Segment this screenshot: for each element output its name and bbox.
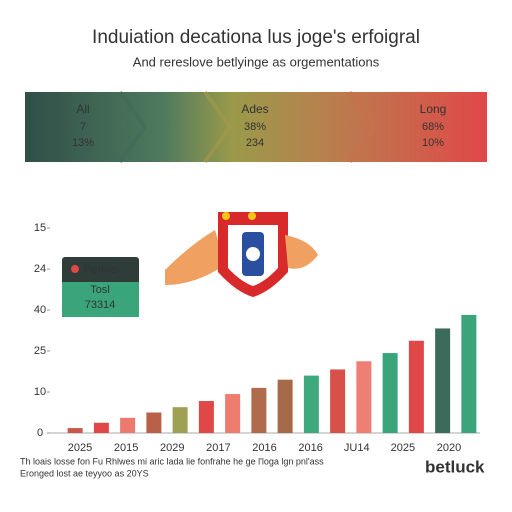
x-tick-label: 2015 (114, 442, 138, 454)
x-tick-label: 2016 (252, 442, 276, 454)
banner-value: 10% (422, 137, 444, 149)
bar (251, 387, 267, 433)
x-tick-label: 2029 (160, 442, 184, 454)
chevron (118, 90, 148, 164)
legend-marker (71, 265, 79, 273)
banner-value: 38% (244, 121, 266, 133)
bar (120, 417, 136, 433)
bar (303, 375, 319, 433)
chevron (348, 90, 378, 164)
shield-icon (165, 212, 318, 297)
banner-value: 13% (72, 137, 94, 149)
bar (330, 369, 346, 433)
bar (461, 314, 477, 433)
brand: betluck (425, 457, 485, 476)
bar (225, 394, 241, 433)
bar (277, 379, 293, 433)
y-tick-label: 40 (34, 304, 46, 316)
subtitle: And rereslove betlyinge as orgementation… (133, 54, 380, 69)
x-tick-label: 2020 (437, 442, 461, 454)
chevron (203, 90, 233, 164)
title: Induiation decationa lus joge's erfoigra… (92, 27, 420, 48)
x-tick-label: 2025 (68, 442, 92, 454)
banner (25, 92, 487, 162)
bar (93, 422, 109, 433)
bar (408, 340, 424, 433)
banner-label: Ades (241, 102, 268, 116)
bar (435, 328, 451, 433)
y-tick-label: 24 (34, 263, 46, 275)
y-tick-label: 15 (34, 222, 46, 234)
y-tick-label: 25 (34, 345, 46, 357)
x-tick-label: 2017 (206, 442, 230, 454)
legend-label: Tosl (90, 284, 110, 296)
bar (172, 407, 188, 433)
x-tick-label: JU14 (344, 442, 370, 454)
y-tick-label: 0 (37, 427, 43, 439)
bar (356, 361, 372, 433)
bar (198, 401, 214, 433)
bar (67, 428, 83, 433)
banner-label: Long (420, 102, 447, 116)
bar (146, 412, 162, 433)
legend-value: 73314 (85, 299, 116, 311)
footer-text: Th loais losse fon Fu Rhlwes mi aric lad… (20, 456, 324, 466)
banner-value: 234 (246, 137, 264, 149)
banner-value: 68% (422, 121, 444, 133)
x-tick-label: 2025 (391, 442, 415, 454)
y-tick-label: 10 (34, 386, 46, 398)
banner-value: 7 (80, 121, 86, 133)
x-tick-label: 2016 (298, 442, 322, 454)
bar (382, 353, 398, 433)
banner-label: All (76, 102, 89, 116)
legend-card-lower (62, 282, 139, 317)
footer-text: Eronged lost ae teyyoo as 20YS (20, 468, 149, 478)
legend-name: Perlws (84, 264, 118, 276)
